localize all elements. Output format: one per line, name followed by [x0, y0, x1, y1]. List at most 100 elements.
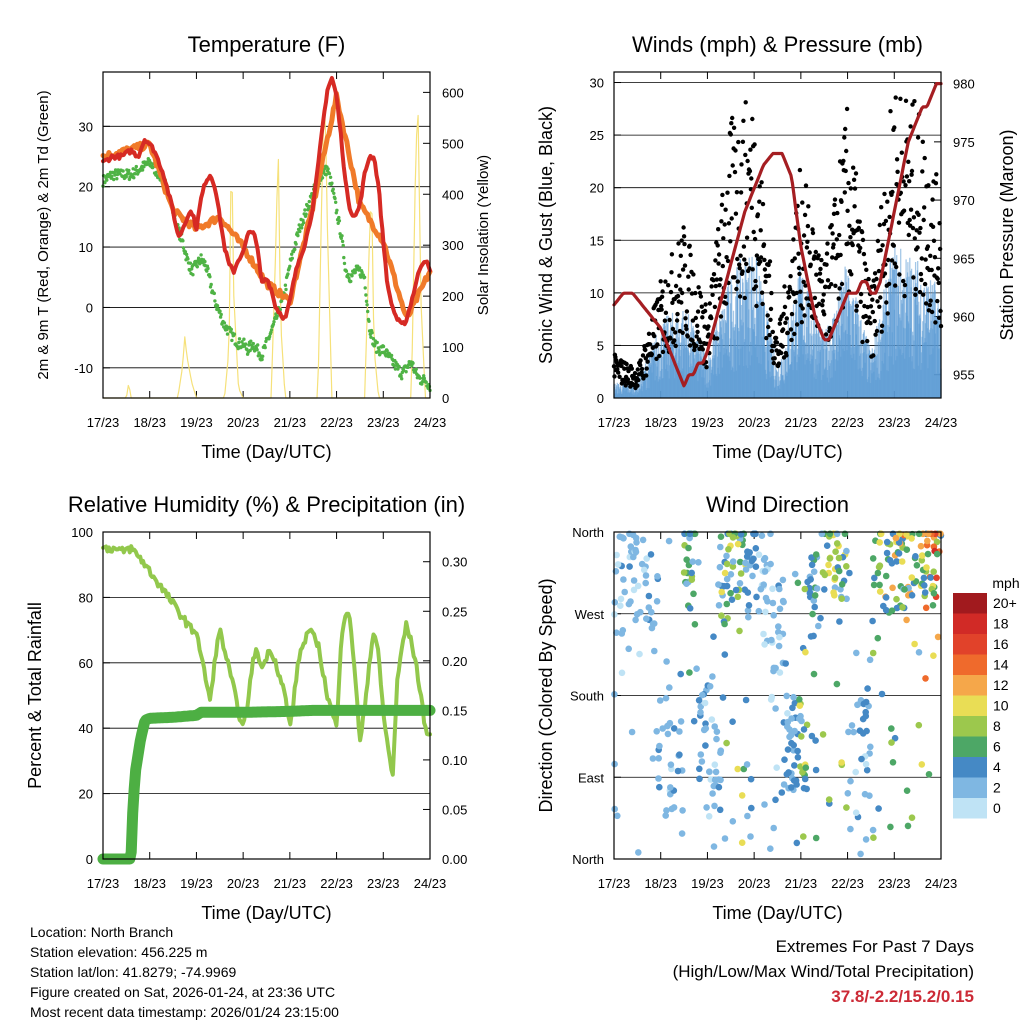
gust-point: [688, 252, 693, 258]
direction-point: [683, 580, 690, 587]
gust-point: [887, 214, 892, 220]
direction-point: [630, 553, 637, 561]
gust-point: [797, 271, 802, 277]
gust-point: [796, 251, 801, 256]
legend-swatch: [953, 593, 987, 614]
legend-title: mph: [992, 575, 1019, 591]
dewpoint-point: [261, 354, 265, 358]
gust-point: [794, 290, 799, 296]
gust-point: [885, 311, 890, 316]
direction-point: [864, 685, 871, 692]
gust-point: [693, 315, 698, 321]
direction-point: [618, 630, 626, 637]
gust-point: [625, 377, 631, 382]
gust-point: [886, 281, 892, 287]
gust-point: [737, 266, 742, 271]
direction-point: [870, 834, 877, 841]
direction-point: [742, 559, 749, 567]
y-axis-label: Percent & Total Rainfall: [25, 602, 45, 789]
gust-point: [727, 173, 732, 179]
y-right-tick-label: 980: [953, 77, 975, 92]
dewpoint-point: [105, 178, 109, 182]
gust-point: [640, 353, 646, 358]
x-tick-label: 19/23: [691, 415, 724, 430]
direction-point: [825, 796, 833, 803]
direction-point: [743, 553, 751, 560]
gust-point: [735, 256, 740, 262]
gust-point: [927, 302, 932, 308]
gust-point: [833, 283, 838, 288]
direction-point: [696, 775, 703, 783]
direction-point: [889, 584, 896, 592]
gust-point: [694, 343, 699, 348]
gust-point: [767, 332, 772, 338]
dewpoint-dots: [101, 157, 432, 393]
gust-point: [679, 300, 684, 305]
direction-point: [614, 561, 622, 568]
legend-label: 4: [993, 759, 1001, 775]
gust-point: [729, 121, 734, 126]
gust-point: [678, 253, 683, 258]
direction-point: [767, 560, 774, 568]
gust-point: [844, 148, 849, 154]
direction-point: [930, 652, 937, 659]
x-tick-label: 23/23: [878, 415, 911, 430]
y-right-tick-label: 960: [953, 310, 975, 325]
chart-title: Temperature (F): [188, 32, 346, 57]
x-tick-label: 17/23: [598, 876, 631, 891]
gust-point: [730, 115, 735, 121]
direction-point: [901, 586, 908, 593]
gust-point: [782, 284, 787, 289]
dewpoint-point: [124, 175, 128, 179]
dewpoint-point: [212, 291, 216, 296]
gust-point: [772, 343, 777, 349]
gust-point: [742, 295, 747, 301]
gust-point: [860, 339, 865, 345]
gust-point: [681, 225, 686, 230]
direction-point: [798, 733, 805, 740]
dewpoint-point: [397, 365, 401, 369]
y-tick-label: South: [570, 689, 604, 704]
direction-point: [715, 783, 723, 791]
dewpoint-point: [181, 246, 186, 250]
y-tick-label: 25: [590, 128, 604, 143]
direction-point: [835, 567, 843, 575]
direction-point: [930, 568, 937, 575]
gust-point: [698, 340, 703, 345]
direction-point: [663, 807, 670, 814]
y-right-tick-label: 0.05: [442, 802, 467, 817]
direction-point: [710, 633, 717, 640]
chart-title: Wind Direction: [706, 492, 849, 517]
direction-point: [915, 649, 923, 656]
humidity-precip-panel: Relative Humidity (%) & Precipitation (i…: [25, 492, 467, 923]
gust-point: [832, 197, 838, 202]
dewpoint-point: [237, 337, 242, 341]
direction-point: [689, 558, 696, 565]
direction-point: [717, 543, 724, 551]
x-tick-label: 19/23: [691, 876, 724, 891]
direction-point: [796, 702, 804, 709]
gust-point: [843, 168, 848, 174]
direction-point: [634, 582, 642, 590]
x-tick-label: 19/23: [180, 415, 213, 430]
direction-point: [852, 768, 859, 776]
gust-point: [652, 333, 657, 339]
direction-point: [655, 755, 662, 762]
direction-point: [758, 532, 766, 539]
direction-point: [729, 558, 737, 565]
direction-point: [721, 651, 729, 658]
direction-point: [924, 550, 932, 558]
gust-point: [806, 204, 811, 209]
direction-point: [866, 656, 874, 664]
gust-point: [929, 267, 934, 273]
plot-frame: [102, 531, 431, 860]
direction-point: [734, 540, 742, 548]
direction-point: [782, 660, 789, 667]
gust-point: [860, 237, 866, 243]
gust-point: [780, 327, 786, 332]
gust-point: [889, 258, 895, 263]
direction-point: [676, 728, 683, 735]
gust-point: [709, 284, 714, 289]
gust-point: [766, 273, 772, 278]
direction-point: [933, 550, 941, 558]
